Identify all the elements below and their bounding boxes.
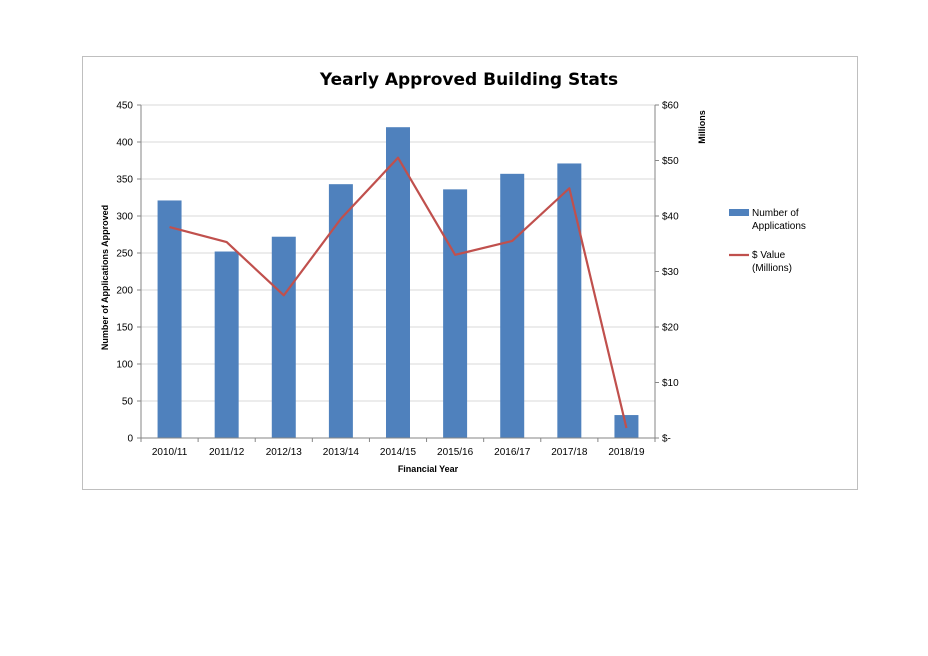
axes: [137, 104, 659, 442]
x-tick-label: 2012/13: [266, 447, 303, 458]
y-tick-label: 400: [116, 138, 133, 149]
bar: [557, 163, 582, 438]
y2-tick-label: $-: [662, 434, 671, 445]
y-tick-label: 100: [116, 360, 133, 371]
y-tick-label: 300: [116, 212, 133, 223]
legend-label-applications-line1: Number of: [752, 208, 799, 219]
legend-label-value-line2: (Millions): [752, 263, 792, 274]
y-tick-label: 200: [116, 286, 133, 297]
y-tick-label: 250: [116, 249, 133, 260]
x-tick-label: 2011/12: [209, 447, 245, 458]
x-tick-label: 2017/18: [551, 447, 588, 458]
chart-title: Yearly Approved Building Stats: [319, 70, 618, 90]
chart: Yearly Approved Building Stats 0 50 100 150…: [100, 70, 806, 474]
y2-tick-label: $30: [662, 267, 679, 278]
y-tick-label: 450: [116, 101, 133, 112]
y2-tick-label: $20: [662, 323, 679, 334]
y2-axis-title: Millions: [697, 110, 707, 144]
x-tick-label: 2016/17: [494, 447, 531, 458]
tick-labels: 0 50 100 150 200 250 300 350 400 450 $- $10 $20 $30 $4…: [116, 101, 679, 459]
y-axis-title: Number of Applications Approved: [100, 205, 110, 350]
legend-swatch-applications: [729, 209, 749, 216]
x-tick-label: 2015/16: [437, 447, 474, 458]
bar: [500, 173, 525, 438]
x-tick-label: 2018/19: [608, 447, 645, 458]
series-line: [169, 156, 628, 429]
line-series: [169, 156, 628, 429]
x-tick-label: 2010/11: [152, 447, 188, 458]
x-axis-title: Financial Year: [398, 464, 459, 474]
bar-series: [157, 127, 639, 438]
y2-tick-label: $40: [662, 212, 679, 223]
y-tick-label: 150: [116, 323, 133, 334]
y-tick-label: 0: [127, 434, 133, 445]
bar: [157, 200, 182, 438]
y2-tick-label: $50: [662, 156, 679, 167]
bar: [214, 251, 239, 438]
bar: [271, 236, 296, 438]
legend-label-value-line1: $ Value: [752, 250, 786, 261]
y2-tick-label: $60: [662, 101, 679, 112]
y-tick-label: 350: [116, 175, 133, 186]
x-tick-label: 2013/14: [323, 447, 360, 458]
chart-area: Yearly Approved Building Stats 0 50 100 150…: [82, 56, 858, 490]
y-tick-label: 50: [122, 397, 134, 408]
x-tick-label: 2014/15: [380, 447, 417, 458]
y2-tick-label: $10: [662, 378, 679, 389]
legend: Number of Applications $ Value (Millions…: [729, 208, 806, 274]
bar: [386, 127, 410, 438]
bar: [328, 184, 353, 438]
bar: [443, 189, 468, 438]
legend-label-applications-line2: Applications: [752, 221, 806, 232]
